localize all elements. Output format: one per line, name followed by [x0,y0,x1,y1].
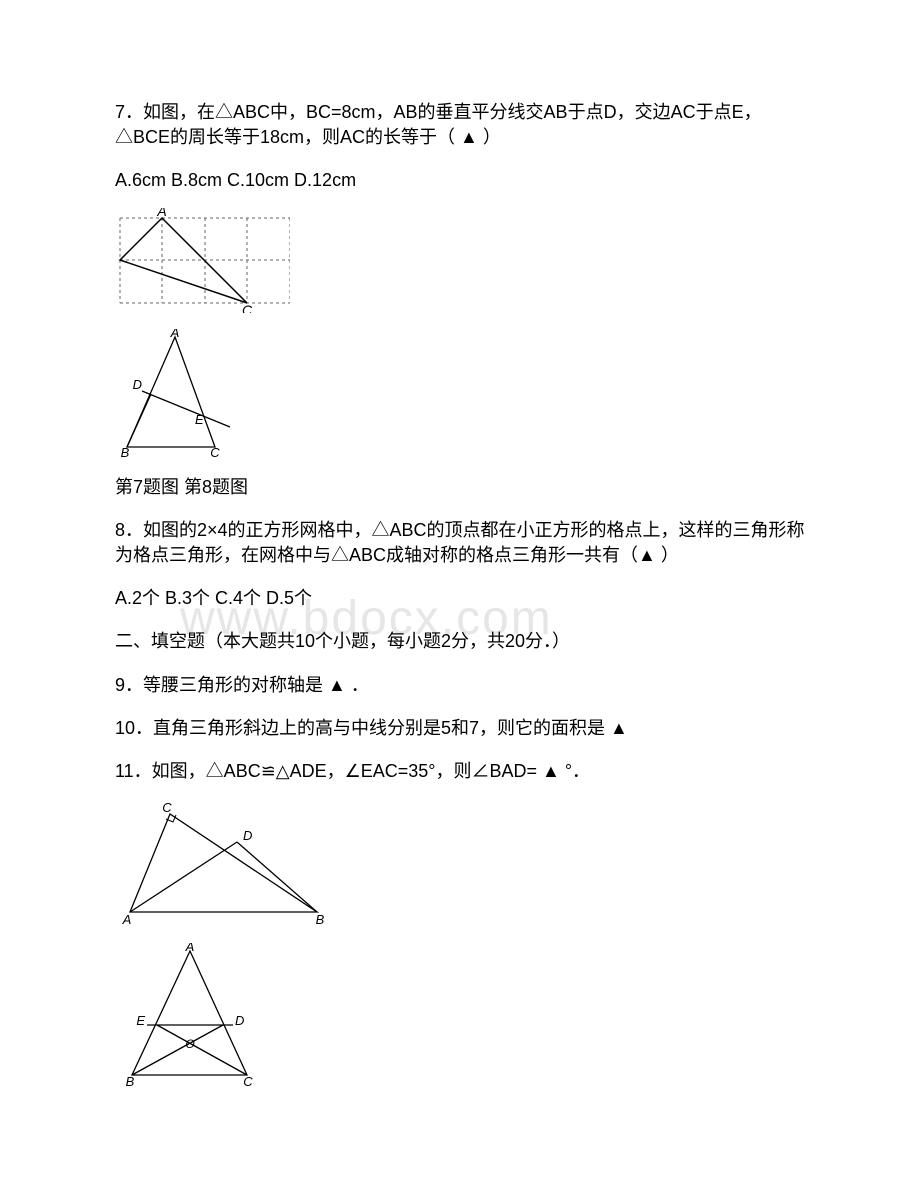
fig3-label-b: B [316,912,325,927]
fig4-label-e: E [136,1013,145,1028]
fig4-label-a: A [185,943,195,954]
fig2-label-c: C [210,445,220,459]
figure-7-triangle: A B C D E [115,329,805,459]
fig4-label-c: C [243,1074,253,1088]
q10-text: 10．直角三角形斜边上的高与中线分别是5和7，则它的面积是 ▲ [115,716,805,741]
figure-11a: A B C D [115,802,805,927]
q8-options: A.2个 B.3个 C.4个 D.5个 [115,586,805,611]
fig2-label-e: E [195,412,204,427]
fig4-label-d: D [235,1013,244,1028]
q7-text: 7．如图，在△ABC中，BC=8cm，AB的垂直平分线交AB于点D，交边AC于点… [115,100,805,150]
q11-text: 11．如图，△ABC≌△ADE，∠EAC=35°，则∠BAD= ▲ °． [115,759,805,784]
fig3-label-d: D [243,828,252,843]
fig4-label-b: B [126,1074,135,1088]
q9-text: 9．等腰三角形的对称轴是 ▲ ． [115,673,805,698]
figure-labels-78: 第7题图 第8题图 [115,475,805,500]
fig2-label-a: A [170,329,180,340]
page-content: 7．如图，在△ABC中，BC=8cm，AB的垂直平分线交AB于点D，交边AC于点… [115,100,805,1088]
q7-options: A.6cm B.8cm C.10cm D.12cm [115,168,805,193]
fig3-label-c: C [162,802,172,815]
fig4-label-o: O [185,1037,194,1051]
fig3-label-a: A [122,912,132,927]
fig1-label-a: A [156,208,166,219]
figure-8-grid: A B C [115,208,805,313]
fig2-label-b: B [121,445,130,459]
figure-11b: A B C D E O [115,943,805,1088]
q8-text: 8．如图的2×4的正方形网格中，△ABC的顶点都在小正方形的格点上，这样的三角形… [115,518,805,568]
fig2-label-d: D [133,377,142,392]
fig1-label-c: C [242,302,253,313]
section-2-heading: 二、填空题（本大题共10个小题，每小题2分，共20分．） [115,629,805,654]
